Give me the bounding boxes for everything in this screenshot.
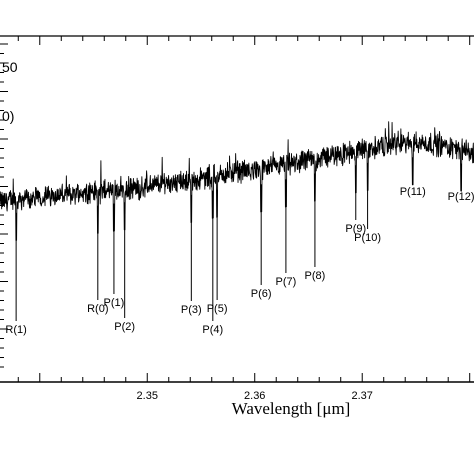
absorption-line-label: P(3) [181, 304, 202, 316]
absorption-line-label: R(1) [5, 324, 26, 336]
absorption-line-label: P(8) [305, 270, 326, 282]
x-tick-label: 2.35 [137, 390, 158, 402]
absorption-line-label: P(5) [207, 303, 228, 315]
spectrum-line [0, 121, 474, 241]
x-tick-label: 2.36 [244, 390, 265, 402]
absorption-line-label: P(10) [354, 232, 381, 244]
axes-frame [0, 35, 474, 383]
absorption-line-label: P(11) [400, 186, 426, 198]
x-tick-label: 2.37 [352, 390, 373, 402]
absorption-line-label: P(7) [276, 276, 297, 288]
absorption-line-label: P(6) [251, 288, 272, 300]
y-ticks [0, 43, 8, 368]
x-ticks: 2.35 2.36 2.37 [17, 36, 471, 402]
absorption-line-label: P(1) [104, 297, 125, 309]
x-axis-label: Wavelength [μm] [232, 399, 351, 418]
absorption-line-label: R(0) [87, 303, 108, 315]
absorption-markers: R(1) R(0)P(1) P(2) P(3)P(4) P(5) P(6) P(7) P(8)… [5, 157, 474, 336]
absorption-line-label: P(2) [114, 321, 135, 333]
clipped-y-label-bottom: 0) [2, 108, 14, 124]
clipped-y-label-top: 50 [2, 59, 18, 75]
absorption-line-label: P(9) [345, 223, 366, 235]
absorption-line-label: P(4) [202, 324, 223, 336]
absorption-line-label: P(12) [448, 191, 474, 203]
